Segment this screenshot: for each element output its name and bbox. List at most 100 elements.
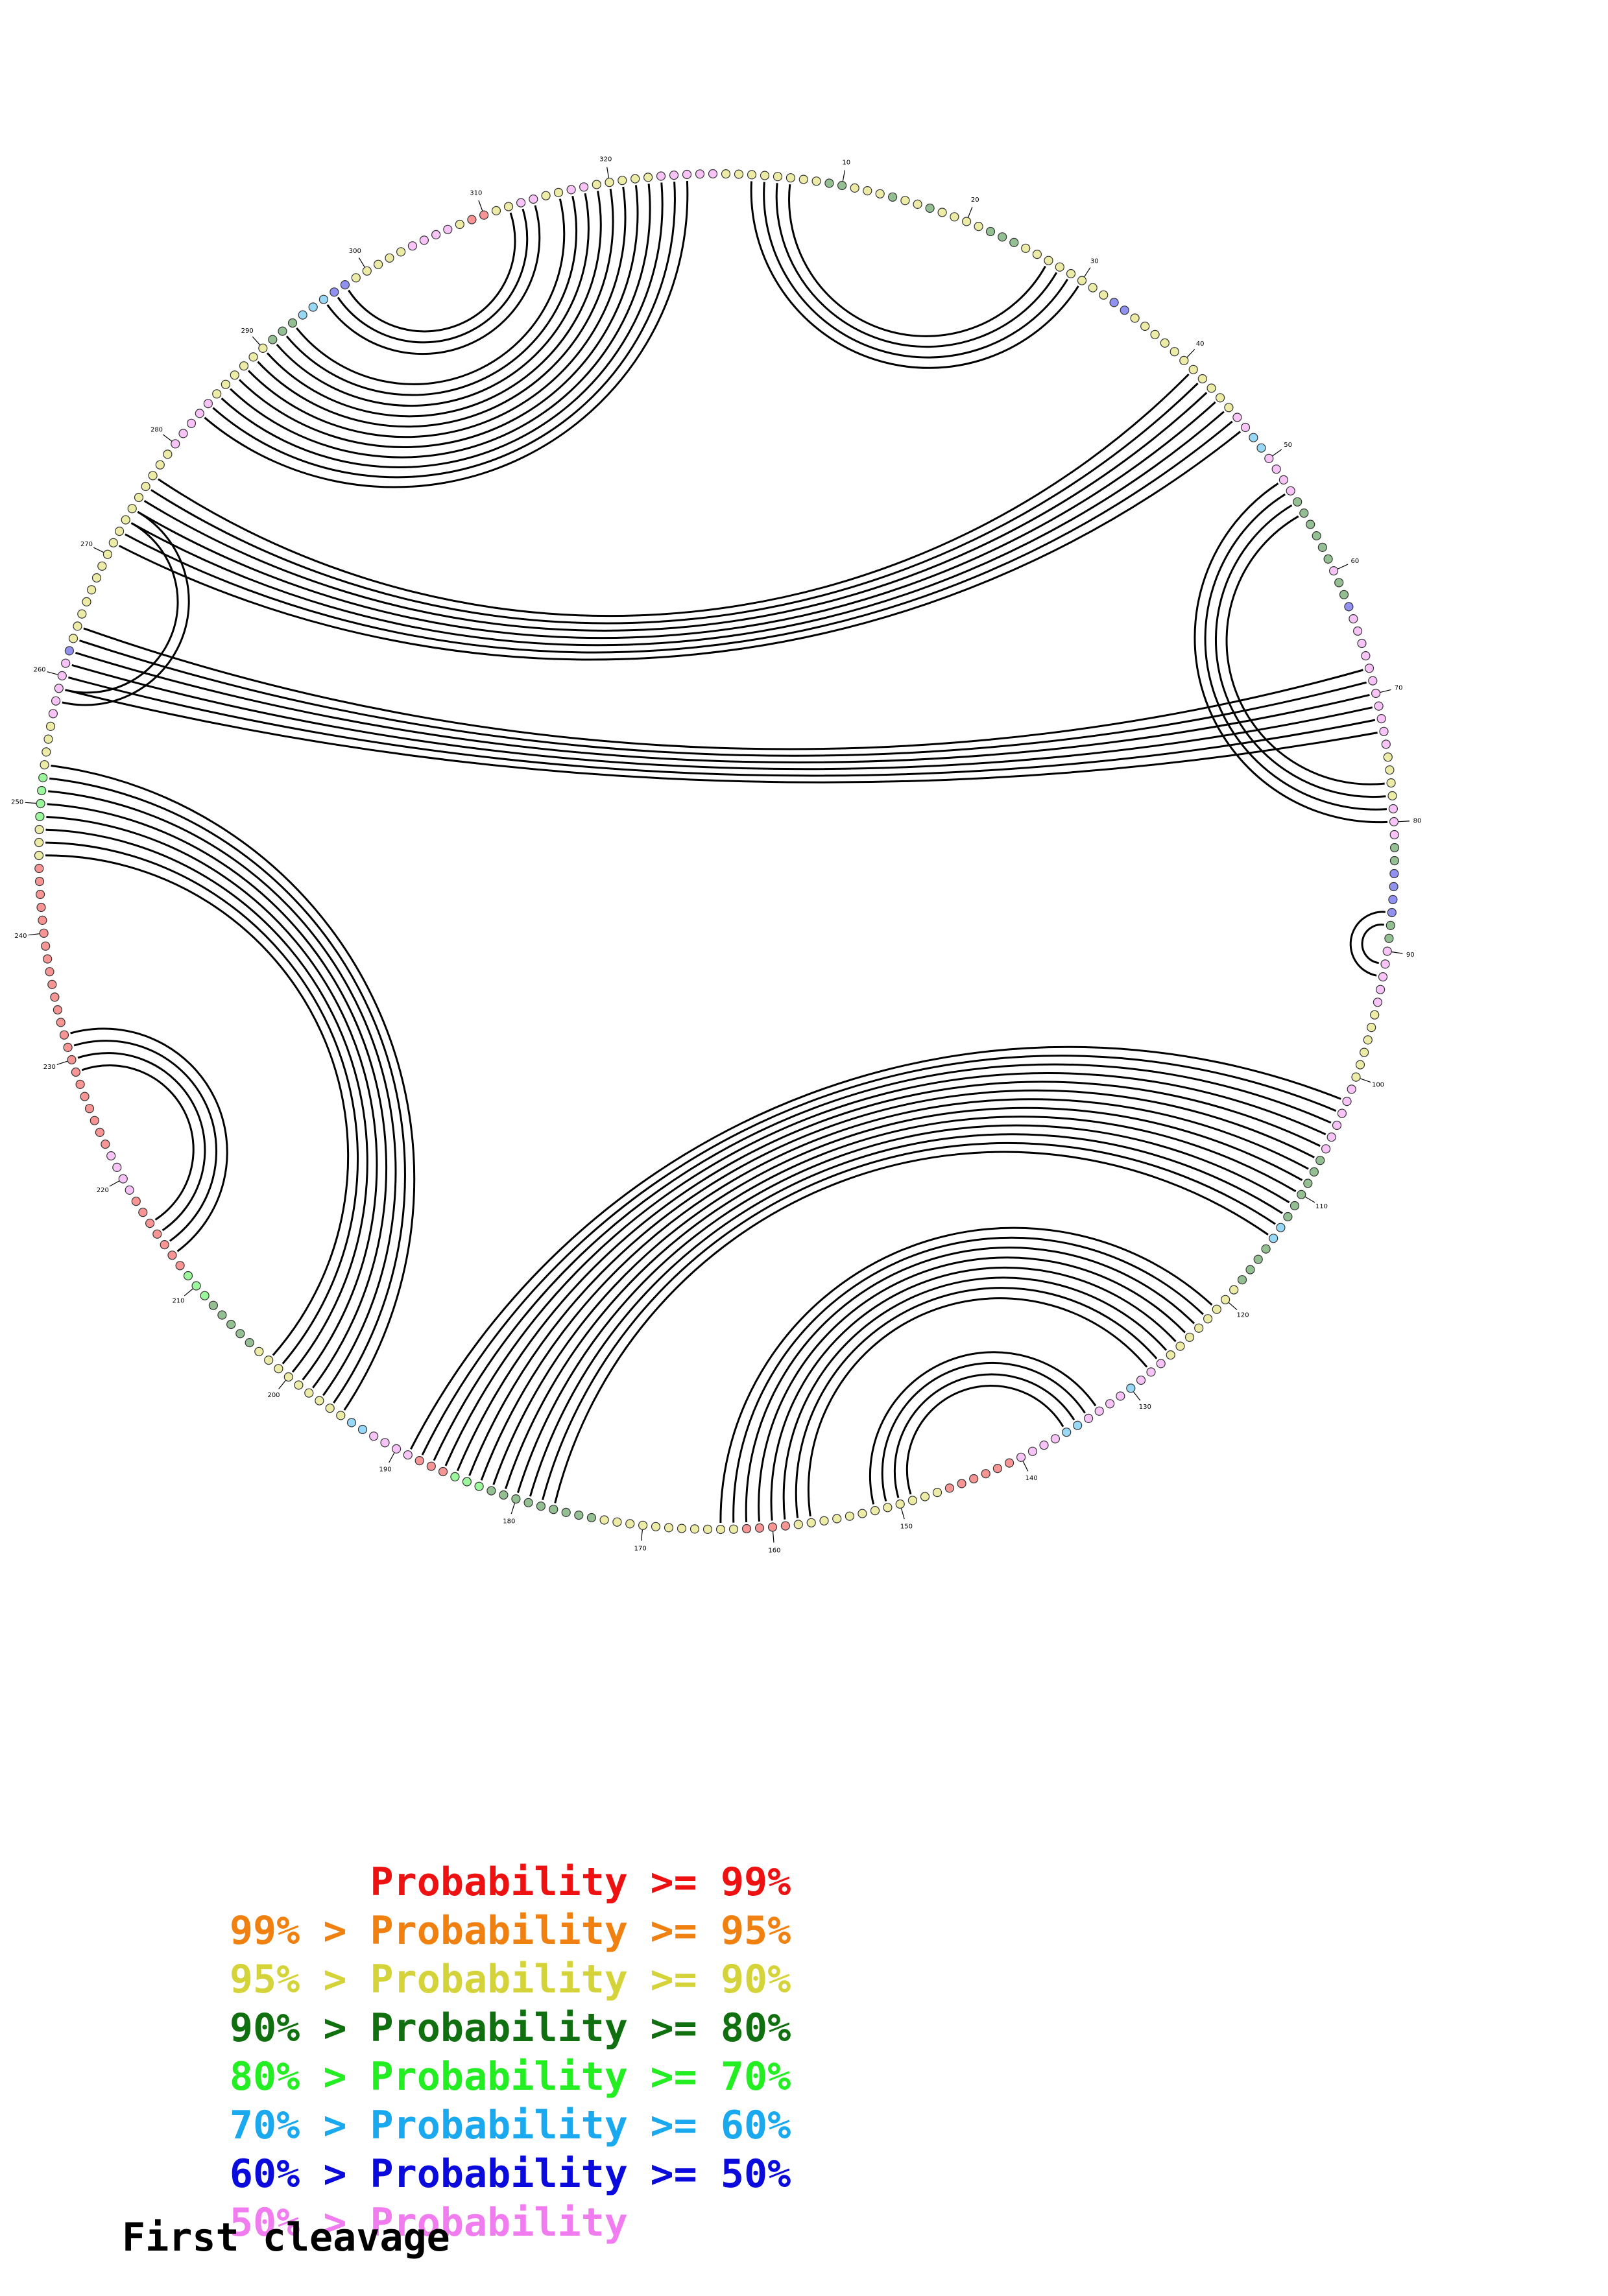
nucleotide-circle <box>160 1239 169 1250</box>
legend-probability-label: Probability <box>370 2151 628 2197</box>
nucleotide-circle <box>450 1472 460 1481</box>
nucleotide-circle <box>1290 1201 1300 1211</box>
nucleotide-circle <box>1317 542 1327 553</box>
nucleotide-circle <box>1387 907 1397 918</box>
base-pair-arc <box>795 1287 1158 1518</box>
position-label: 140 <box>1026 1475 1038 1482</box>
nucleotide-circle <box>1342 1096 1352 1106</box>
nucleotide-circle <box>1256 443 1266 453</box>
nucleotide-circle <box>1249 433 1258 442</box>
legend-upper-bound: >= 60% <box>650 2103 791 2148</box>
nucleotide-circle <box>127 504 137 514</box>
nucleotide-circle <box>121 515 130 525</box>
base-pair-arc <box>770 1266 1177 1521</box>
nucleotide-circle <box>1387 791 1397 801</box>
position-label: 270 <box>80 541 93 548</box>
nucleotide-circle <box>34 824 44 835</box>
legend-probability-label: Probability <box>370 1860 628 1905</box>
nucleotide-circle <box>479 210 489 220</box>
nucleotide-circle <box>82 597 91 607</box>
nucleotide-circles <box>34 169 1400 1535</box>
nucleotide-circle <box>586 1513 597 1523</box>
tick-mark <box>1022 1461 1029 1472</box>
nucleotide-circle <box>462 1477 472 1487</box>
nucleotide-circle <box>35 889 45 900</box>
nucleotide-circle <box>200 1291 210 1300</box>
tick-mark <box>968 206 973 218</box>
nucleotide-circle <box>574 1511 584 1520</box>
nucleotide-circle <box>1389 855 1399 866</box>
base-pair-arc <box>238 185 639 448</box>
legend-upper-bound: >= 70% <box>650 2054 791 2099</box>
legend-probability-label: Probability <box>370 2103 628 2148</box>
tick-mark <box>184 1288 193 1297</box>
nucleotide-circle <box>53 1005 63 1015</box>
nucleotide-circle <box>48 709 58 719</box>
nucleotide-circle <box>811 176 821 186</box>
nucleotide-circle <box>837 180 847 191</box>
base-pair-arc <box>150 382 1199 625</box>
nucleotide-circle <box>75 1079 85 1090</box>
nucleotide-circle <box>258 343 268 353</box>
nucleotide-circle <box>1389 843 1400 853</box>
base-pair-arc <box>1215 504 1386 798</box>
nucleotide-circle <box>1271 464 1281 474</box>
nucleotide-circle <box>1379 726 1389 736</box>
nucleotide-circle <box>131 1197 141 1206</box>
nucleotide-circle <box>920 1492 930 1501</box>
nucleotide-circle <box>824 178 834 188</box>
tick-mark <box>1380 689 1391 693</box>
nucleotide-circle <box>741 1524 752 1534</box>
position-label: 300 <box>349 248 361 255</box>
base-pair-arc <box>247 186 627 438</box>
position-label: 280 <box>150 427 163 434</box>
nucleotide-circle <box>1389 817 1399 827</box>
nucleotide-circle <box>875 189 885 198</box>
nucleotide-circle <box>278 326 287 336</box>
base-pair-arc <box>758 1256 1186 1522</box>
nucleotide-circle <box>630 174 640 184</box>
nucleotide-circle <box>536 1501 546 1511</box>
position-label: 160 <box>768 1547 780 1554</box>
nucleotide-circle <box>702 1524 713 1534</box>
nucleotide-circle <box>1269 1234 1278 1243</box>
position-label: 130 <box>1139 1404 1151 1411</box>
nucleotide-circle <box>101 1139 110 1149</box>
nucleotide-circle <box>43 734 53 744</box>
nucleotide-circle <box>1332 1120 1342 1130</box>
nucleotide-circle <box>1027 1446 1038 1456</box>
rna-circle-plot: 10 20 30 40 50 60 70 80 90 100 110 120 130 140 150 160 1… <box>11 156 1421 1555</box>
nucleotide-circle <box>80 1092 90 1101</box>
nucleotide-circle <box>1188 365 1198 374</box>
nucleotide-circle <box>51 696 61 706</box>
nucleotide-circle <box>385 253 394 263</box>
legend-row-bin-7: 60% > Probability >= 50% <box>97 2101 791 2197</box>
nucleotide-circle <box>1156 1359 1166 1369</box>
nucleotide-circle <box>1194 1323 1204 1333</box>
nucleotide-circle <box>806 1518 816 1527</box>
base-pair-arc <box>266 191 602 418</box>
position-label: 200 <box>267 1392 280 1399</box>
nucleotide-circle <box>682 169 692 180</box>
nucleotide-circle <box>1286 486 1295 496</box>
nucleotide-circle <box>1136 1375 1146 1385</box>
base-pair-arc <box>763 182 1069 359</box>
tick-mark <box>109 1180 119 1187</box>
nucleotide-circle <box>1321 1144 1331 1154</box>
legend-lower-bound: 60% > <box>229 2151 347 2197</box>
nucleotide-circle <box>1004 1458 1014 1468</box>
nucleotide-circle <box>362 266 372 276</box>
nucleotide-circle <box>747 170 757 180</box>
base-pair-arc <box>137 401 1216 640</box>
tick-mark <box>1272 449 1282 457</box>
position-label: 230 <box>43 1064 56 1071</box>
tick-mark <box>93 547 104 553</box>
base-pair-arc <box>444 1072 1326 1466</box>
nucleotide-circle <box>1220 1295 1230 1304</box>
nucleotide-circle <box>248 352 258 362</box>
nucleotide-circle <box>1376 713 1386 724</box>
nucleotide-circle <box>195 409 204 418</box>
nucleotide-circle <box>1323 554 1333 564</box>
nucleotide-circle <box>235 1329 245 1339</box>
nucleotide-circle <box>294 1380 304 1390</box>
